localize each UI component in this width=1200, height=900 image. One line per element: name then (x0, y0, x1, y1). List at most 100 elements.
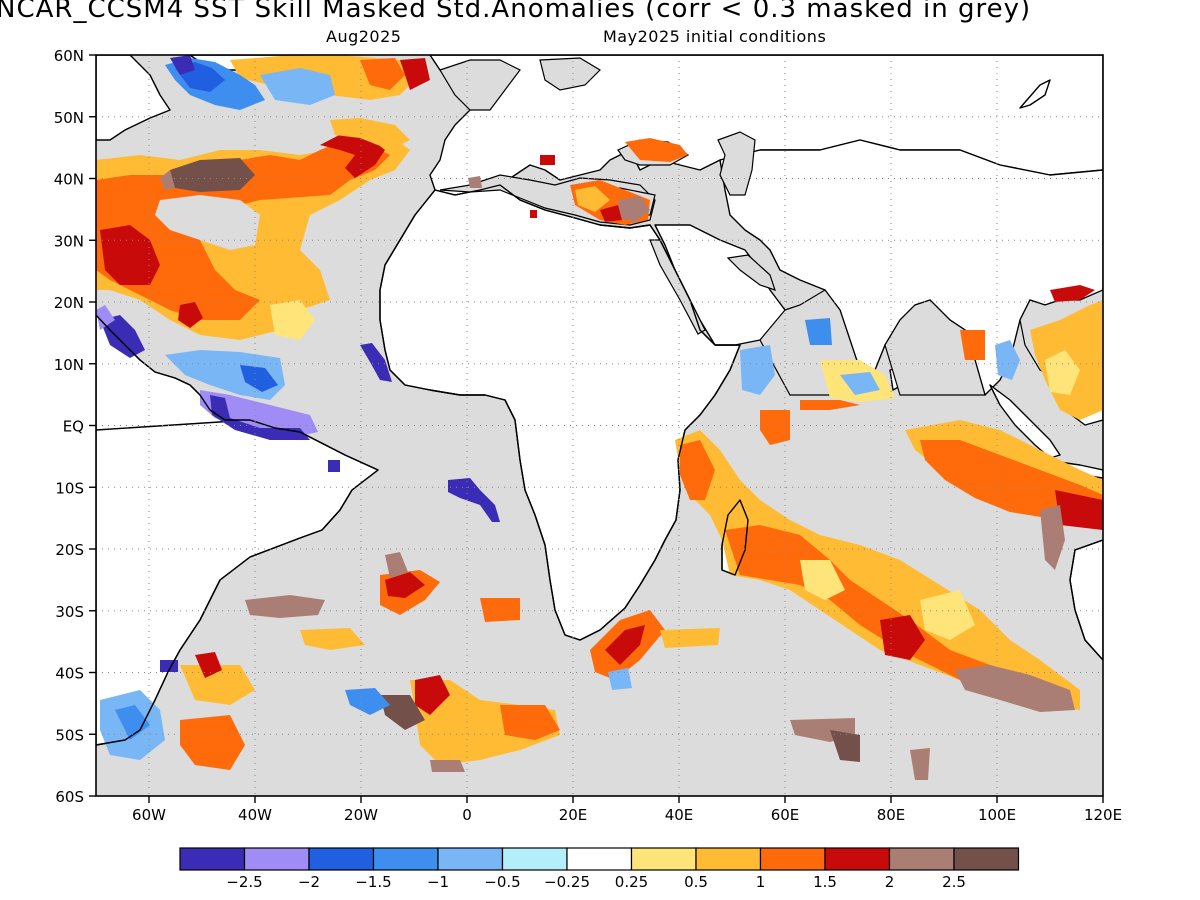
colorbar-swatch (501, 847, 568, 871)
anomaly-patch (660, 628, 720, 648)
anomaly-patch (415, 675, 450, 715)
lon-label: 120E (1084, 806, 1122, 824)
anomaly-patch (360, 58, 405, 90)
lat-label: 50N (54, 109, 84, 127)
colorbar-swatch (372, 847, 439, 871)
anomaly-patch (625, 138, 688, 162)
anomaly-patches (96, 55, 1103, 780)
anomaly-patch (800, 560, 845, 600)
anomaly-patch (920, 590, 975, 640)
colorbar-label: 2.5 (942, 873, 966, 891)
anomaly-patch (605, 625, 645, 665)
anomaly-patch (160, 170, 175, 190)
colorbar-label: −2.5 (226, 873, 262, 891)
anomaly-patch (1045, 350, 1080, 395)
anomaly-patch (1055, 490, 1103, 530)
anomaly-patch (380, 695, 425, 730)
target-month-label: Aug2025 (326, 27, 402, 46)
anomaly-patch (115, 705, 150, 740)
colorbar-swatch (179, 847, 246, 871)
anomaly-patch (320, 132, 385, 178)
lon-label: 0 (462, 806, 472, 824)
anomaly-patch (760, 410, 790, 445)
anomaly-patch (270, 300, 315, 340)
colorbar-swatch (630, 847, 697, 871)
anomaly-patch (600, 205, 622, 222)
lon-label: 60W (132, 806, 166, 824)
anomaly-patch (468, 176, 482, 188)
coastline-south-america (96, 419, 379, 746)
persian-gulf (726, 254, 776, 291)
longitude-labels: 60W 40W 20W 0 20E 40E 60E 80E 100E 120E (132, 806, 1122, 824)
lon-label: 60E (771, 806, 800, 824)
anomaly-patch (180, 715, 245, 770)
anomaly-patch (840, 372, 880, 395)
colorbar-label: −1.5 (355, 873, 391, 891)
anomaly-patch (995, 340, 1020, 380)
anomaly-patch (328, 460, 340, 472)
anomaly-patch (410, 680, 560, 765)
anomaly-patch (608, 668, 632, 690)
coastlines (96, 184, 1103, 746)
colorbar-swatch (953, 847, 1020, 871)
colorbar-label: 0.5 (684, 873, 708, 891)
colorbar-label: 1.5 (813, 873, 837, 891)
anomaly-patch (260, 68, 335, 105)
anomaly-patch (200, 390, 318, 440)
anomaly-patch (960, 330, 985, 360)
anomaly-patch (240, 365, 278, 392)
anomaly-patch (96, 305, 115, 330)
caspian-sea (717, 131, 756, 196)
anomaly-patch (448, 478, 500, 522)
lat-label: 40S (55, 665, 84, 683)
lat-label: 50S (55, 726, 84, 744)
anomaly-patch (245, 595, 325, 618)
lat-label: 40N (54, 171, 84, 189)
colorbar-label: 0.25 (615, 873, 648, 891)
anomaly-patch (100, 315, 145, 358)
lon-label: 40W (238, 806, 272, 824)
baltic-sea (539, 57, 601, 91)
anomaly-patch (330, 118, 410, 150)
colorbar-label: −2 (298, 873, 320, 891)
anomaly-patch (530, 210, 537, 218)
anomaly-patch (385, 572, 425, 598)
anomaly-patch (880, 615, 925, 660)
colorbar-swatch (566, 847, 633, 871)
lat-label: 30S (55, 603, 84, 621)
anomaly-patch (575, 186, 610, 212)
anomaly-patch (910, 748, 930, 780)
lat-label: 10S (55, 479, 84, 497)
colorbar-swatch (437, 847, 504, 871)
lat-label: 60N (54, 47, 84, 65)
anomaly-patch (170, 158, 255, 192)
coastline-africa (379, 184, 741, 641)
anomaly-patch (618, 196, 650, 222)
anomaly-patch (195, 652, 222, 678)
lat-label: 20S (55, 541, 84, 559)
coastline-australia (1069, 539, 1103, 661)
colorbar-swatch (243, 847, 310, 871)
colorbar-label: −0.5 (484, 873, 520, 891)
anomaly-patch (680, 440, 715, 500)
anomaly-patch (480, 598, 520, 622)
sumatra-land (989, 384, 1061, 459)
anomaly-patch (385, 552, 408, 578)
anomaly-patch (830, 730, 860, 762)
north-sea (439, 59, 521, 111)
colorbar-swatch (759, 847, 826, 871)
anomaly-patch (155, 195, 260, 250)
colorbar-swatch (308, 847, 375, 871)
colorbar-label: 1 (756, 873, 766, 891)
colorbar-label: −0.25 (544, 873, 590, 891)
anomaly-patch (500, 705, 560, 740)
anomaly-patch (740, 345, 775, 395)
lat-label: 30N (54, 232, 84, 250)
anomaly-patch (345, 688, 390, 715)
anomaly-patch (170, 55, 195, 75)
anomaly-patch (400, 58, 430, 90)
north-america-land (96, 55, 171, 141)
anomaly-patch (805, 318, 832, 345)
lon-label: 80E (877, 806, 906, 824)
